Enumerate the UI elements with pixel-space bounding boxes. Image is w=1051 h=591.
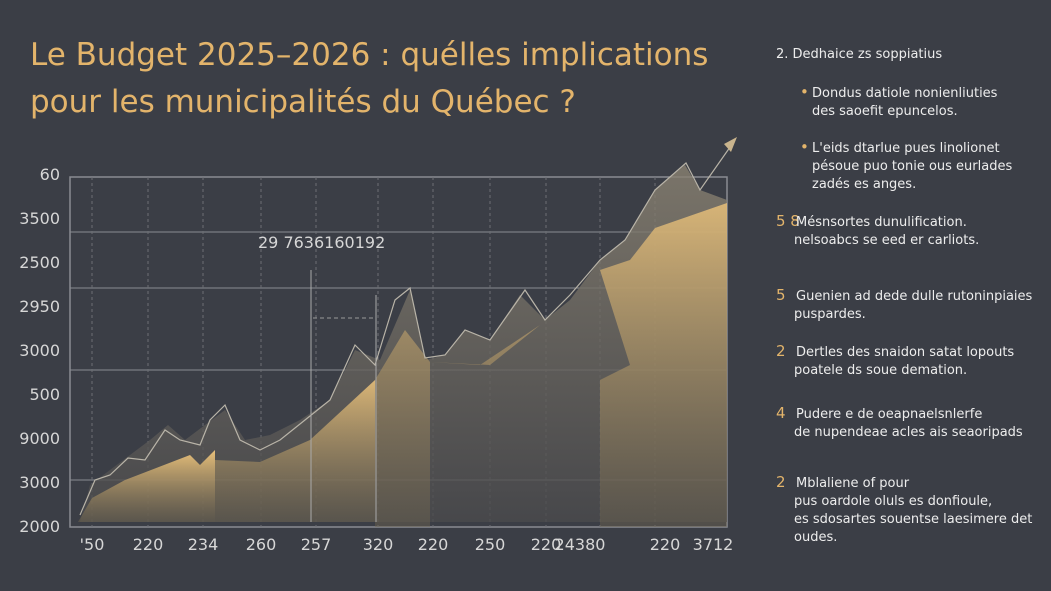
y-label: 3500: [19, 209, 60, 228]
item-line: puspardes.: [794, 307, 866, 322]
item-line: Mblaliene of pour: [796, 476, 910, 491]
y-label: 2500: [19, 253, 60, 272]
arrow-head: [724, 137, 737, 152]
item-line: de nupendeae acles ais seaoripads: [794, 425, 1023, 440]
title-line: Le Budget 2025–2026 : quélles implicatio…: [30, 37, 708, 73]
x-label: 24380: [555, 535, 606, 554]
item-line: Dondus datiole nonienliuties: [812, 86, 998, 101]
item-marker: 4: [776, 404, 786, 422]
item-line: es sdosartes souentse laesimere det: [794, 512, 1032, 527]
front-area: [215, 380, 375, 522]
x-label: 234: [188, 535, 219, 554]
y-label: 3000: [19, 341, 60, 360]
item-line: L'eids dtarlue pues linolionet: [812, 141, 1000, 156]
item-line: des saoefit epuncelos.: [812, 104, 958, 119]
item-marker: 5 8: [776, 212, 800, 230]
item-line: Guenien ad dede dulle rutoninpiaies: [796, 289, 1033, 304]
item-marker: •: [800, 83, 809, 101]
item-line: pus oardole oluls es donfioule,: [794, 494, 992, 509]
x-label: '50: [80, 535, 105, 554]
item-line: Mésnsortes dunulification.: [796, 215, 967, 230]
item-marker: 5: [776, 286, 786, 304]
item-marker: 2: [776, 342, 786, 360]
x-label: 257: [301, 535, 332, 554]
item-line: nelsoabcs se eed er carliots.: [794, 233, 979, 248]
x-label: 3712: [693, 535, 734, 554]
x-label: 220: [531, 535, 562, 554]
item-line: pésoue puo tonie ous eurlades: [812, 159, 1012, 174]
item-line: oudes.: [794, 530, 837, 545]
x-label: 220: [418, 535, 449, 554]
x-label: 250: [475, 535, 506, 554]
y-label: 2950: [19, 297, 60, 316]
front-area: [375, 203, 727, 527]
sidebar-heading: 2. Dedhaice zs soppiatius: [776, 47, 942, 62]
item-marker: 2: [776, 473, 786, 491]
y-label: 3000: [19, 473, 60, 492]
item-line: Pudere e de oeapnaelsnlerfe: [796, 407, 982, 422]
front-area: [78, 450, 215, 522]
x-label: 220: [650, 535, 681, 554]
x-label: 260: [246, 535, 277, 554]
annotation: 29 7636160192: [258, 233, 385, 252]
y-label: 9000: [19, 429, 60, 448]
trend-line: [79, 139, 736, 516]
x-label: 320: [363, 535, 394, 554]
item-line: Dertles des snaidon satat lopouts: [796, 345, 1014, 360]
item-marker: •: [800, 138, 809, 156]
y-label: 2000: [19, 517, 60, 536]
x-label: 220: [133, 535, 164, 554]
item-line: poatele ds soue demation.: [794, 363, 967, 378]
y-label: 60: [40, 165, 60, 184]
item-line: zadés es anges.: [812, 177, 916, 192]
title-line: pour les municipalités du Québec ?: [30, 84, 576, 120]
y-label: 500: [29, 385, 60, 404]
